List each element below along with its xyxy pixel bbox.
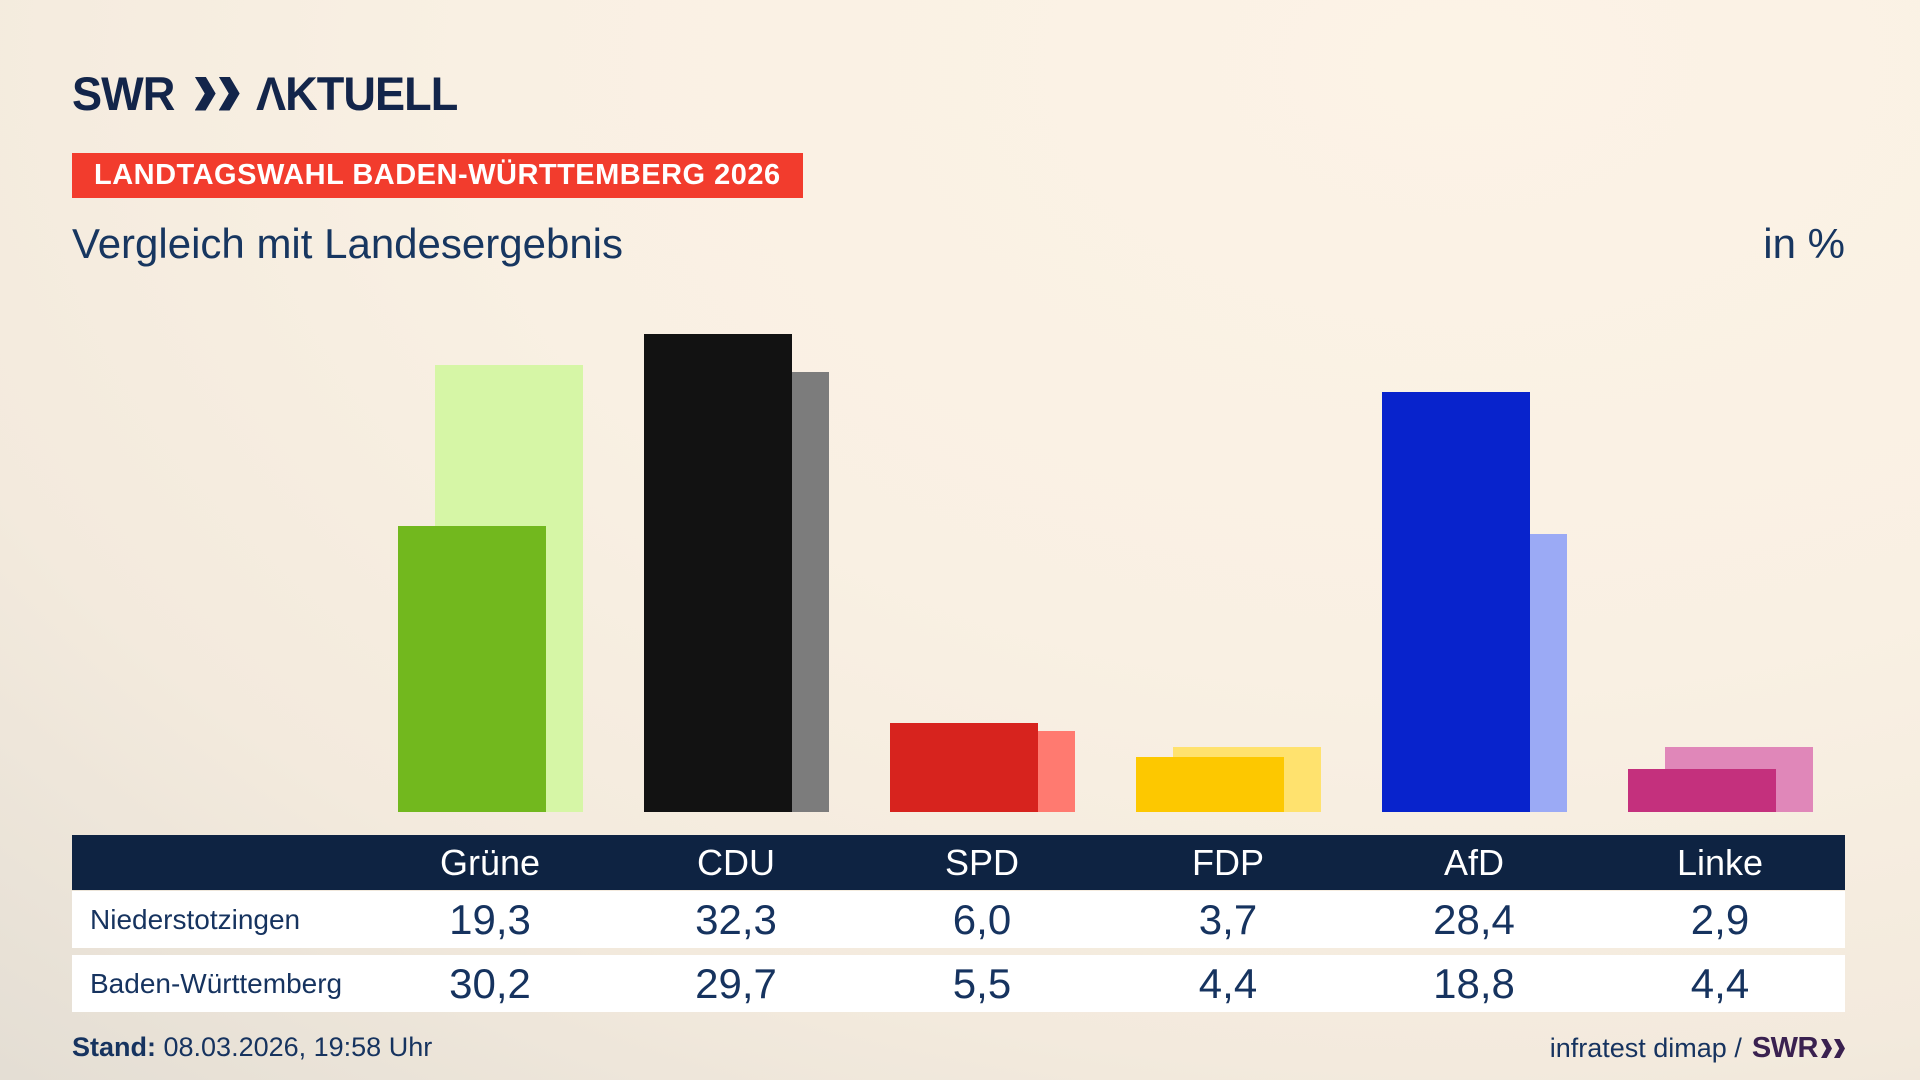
unit-label: in % xyxy=(1763,220,1845,267)
bar-CDU-Niederstotzingen xyxy=(644,334,792,812)
value-SPD-Niederstotzingen: 6,0 xyxy=(952,896,1012,943)
chevron-right-icon xyxy=(1821,1039,1832,1058)
source-credit: infratest dimap / SWR xyxy=(1550,1032,1845,1065)
row-label: Baden-Württemberg xyxy=(90,968,343,999)
column-header-SPD: SPD xyxy=(944,842,1020,883)
swr-brand-text: SWR xyxy=(1751,1032,1819,1064)
value-FDP-Baden-Württemberg: 4,4 xyxy=(1198,960,1258,1007)
bar-Grüne-Niederstotzingen xyxy=(398,526,546,812)
chevron-right-icon xyxy=(194,76,216,111)
column-header-Grüne: Grüne xyxy=(439,842,541,883)
column-header-Linke: Linke xyxy=(1676,842,1764,883)
value-FDP-Niederstotzingen: 3,7 xyxy=(1198,896,1258,943)
table-row-niederstotzingen: Niederstotzingen 19,3 32,3 6,0 3,7 28,4 2,9 xyxy=(72,891,1845,948)
chevron-right-icon xyxy=(218,76,240,111)
column-header-CDU: CDU xyxy=(697,842,775,883)
value-Grüne-Niederstotzingen: 19,3 xyxy=(449,896,531,943)
table-row-baden-wuerttemberg: Baden-Württemberg 30,2 29,7 5,5 4,4 18,8 4,4 xyxy=(72,955,1845,1012)
bar-FDP-Niederstotzingen xyxy=(1136,757,1284,812)
value-Linke-Niederstotzingen: 2,9 xyxy=(1690,896,1750,943)
bar-SPD-Niederstotzingen xyxy=(890,723,1038,812)
value-Grüne-Baden-Württemberg: 30,2 xyxy=(449,960,531,1007)
table-header-row: Grüne CDU SPD FDP AfD Linke xyxy=(72,835,1845,890)
swr-logo-text: SWR xyxy=(72,67,175,120)
value-Linke-Baden-Württemberg: 4,4 xyxy=(1690,960,1750,1007)
value-SPD-Baden-Württemberg: 5,5 xyxy=(952,960,1012,1007)
chevron-right-icon xyxy=(1834,1039,1845,1058)
swr-aktuell-logo: SWR ΛKTUELL xyxy=(72,66,465,121)
value-CDU-Baden-Württemberg: 29,7 xyxy=(695,960,777,1007)
swr-double-chevron-icon xyxy=(1821,1039,1845,1058)
election-badge: LANDTAGSWAHL BADEN-WÜRTTEMBERG 2026 xyxy=(72,153,803,198)
stand-value: 08.03.2026, 19:58 Uhr xyxy=(156,1032,433,1062)
swr-double-chevron-icon xyxy=(194,76,240,111)
value-AfD-Baden-Württemberg: 18,8 xyxy=(1433,960,1515,1007)
value-AfD-Niederstotzingen: 28,4 xyxy=(1433,896,1515,943)
row-label: Niederstotzingen xyxy=(90,904,301,935)
chart-title: Vergleich mit Landesergebnis xyxy=(72,220,624,267)
bar-AfD-Niederstotzingen xyxy=(1382,392,1530,812)
column-header-AfD: AfD xyxy=(1443,842,1505,883)
stand-label: Stand: xyxy=(72,1032,156,1062)
source-text: infratest dimap / xyxy=(1549,1033,1742,1063)
column-header-FDP: FDP xyxy=(1192,842,1264,883)
timestamp: Stand: 08.03.2026, 19:58 Uhr xyxy=(72,1032,432,1063)
value-CDU-Niederstotzingen: 32,3 xyxy=(695,896,777,943)
aktuell-logo-text: ΛKTUELL xyxy=(255,67,458,120)
bar-Linke-Niederstotzingen xyxy=(1628,769,1776,812)
